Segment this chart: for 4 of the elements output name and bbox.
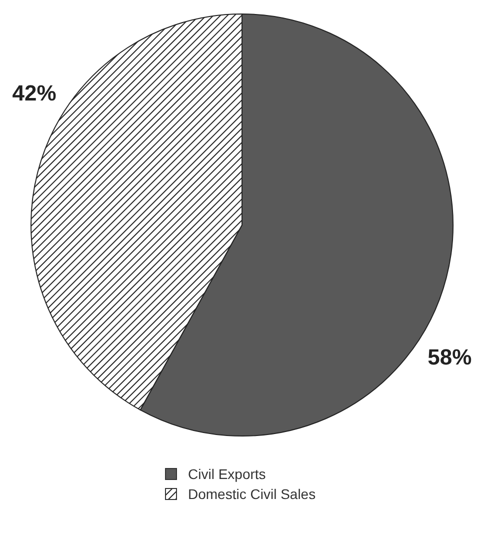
legend-label: Civil Exports [188, 466, 266, 482]
data-label: 58% [428, 344, 472, 370]
legend-label: Domestic Civil Sales [188, 486, 316, 502]
data-label: 42% [12, 80, 56, 106]
